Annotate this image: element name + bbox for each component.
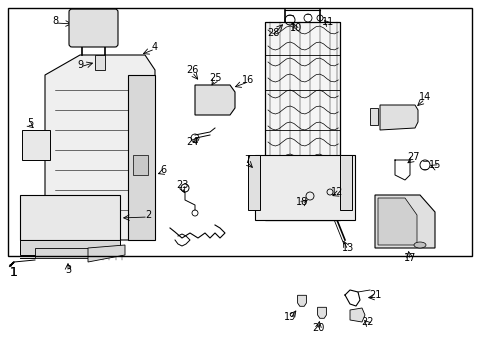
- Polygon shape: [128, 75, 155, 240]
- Text: 5: 5: [27, 118, 33, 128]
- Text: 1: 1: [10, 266, 18, 279]
- Polygon shape: [22, 130, 50, 160]
- Polygon shape: [254, 155, 354, 220]
- Text: 13: 13: [341, 243, 353, 253]
- Polygon shape: [45, 55, 155, 240]
- Text: 18: 18: [295, 197, 307, 207]
- Text: 21: 21: [368, 290, 381, 300]
- Polygon shape: [374, 195, 434, 248]
- Polygon shape: [195, 85, 235, 115]
- Polygon shape: [20, 195, 120, 240]
- FancyArrow shape: [9, 262, 14, 267]
- Text: 20: 20: [311, 323, 324, 333]
- Text: 7: 7: [244, 155, 250, 165]
- Text: 26: 26: [185, 65, 198, 75]
- Text: 25: 25: [208, 73, 221, 83]
- Polygon shape: [379, 105, 417, 130]
- Ellipse shape: [413, 242, 425, 248]
- Polygon shape: [72, 18, 115, 42]
- Polygon shape: [317, 307, 325, 318]
- Polygon shape: [349, 308, 364, 322]
- Text: 3: 3: [65, 265, 71, 275]
- Text: 22: 22: [361, 317, 373, 327]
- Polygon shape: [297, 295, 306, 306]
- Polygon shape: [377, 198, 416, 245]
- Text: 17: 17: [403, 253, 415, 263]
- Text: 15: 15: [428, 160, 440, 170]
- Polygon shape: [35, 248, 88, 258]
- Text: 23: 23: [176, 180, 188, 190]
- Polygon shape: [133, 155, 148, 175]
- Text: 28: 28: [266, 28, 279, 38]
- Text: 10: 10: [289, 23, 302, 33]
- Polygon shape: [369, 108, 377, 125]
- Polygon shape: [95, 55, 105, 70]
- Text: 4: 4: [152, 42, 158, 52]
- Text: 19: 19: [284, 312, 296, 322]
- Bar: [8, 8, 471, 256]
- FancyBboxPatch shape: [69, 9, 118, 47]
- Text: 12: 12: [330, 187, 343, 197]
- Text: 16: 16: [242, 75, 254, 85]
- Text: 24: 24: [185, 137, 198, 147]
- Polygon shape: [20, 240, 120, 255]
- Text: 6: 6: [160, 165, 166, 175]
- Text: 11: 11: [321, 17, 333, 27]
- Text: 8: 8: [52, 16, 58, 26]
- Polygon shape: [247, 155, 260, 210]
- Polygon shape: [88, 245, 125, 262]
- Text: 27: 27: [406, 152, 418, 162]
- Polygon shape: [264, 22, 339, 220]
- Text: 14: 14: [418, 92, 430, 102]
- Text: 2: 2: [144, 210, 151, 220]
- Text: 1: 1: [10, 266, 18, 279]
- Text: 9: 9: [77, 60, 83, 70]
- Polygon shape: [339, 155, 351, 210]
